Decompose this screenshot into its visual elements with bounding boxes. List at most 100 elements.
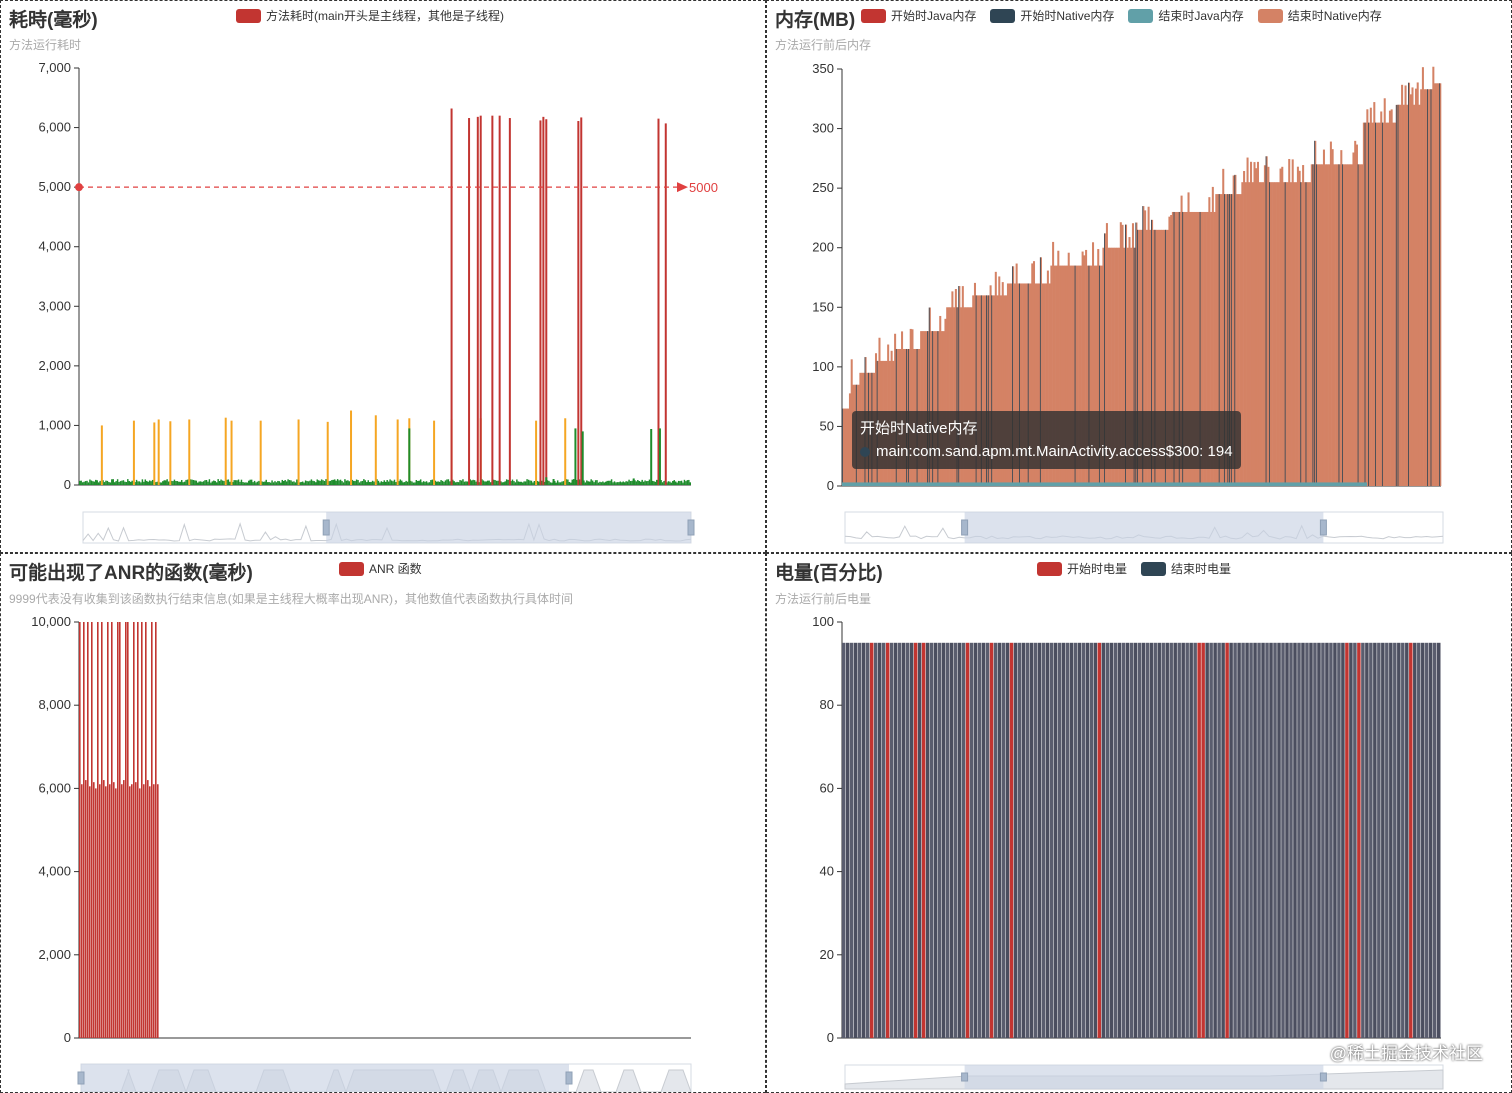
bar	[266, 482, 269, 485]
datazoom-slider[interactable]	[77, 1063, 692, 1092]
bar	[1006, 283, 1009, 486]
bar	[245, 482, 247, 485]
tooltip-item: main:com.sand.apm.mt.MainActivity.access…	[876, 443, 1233, 460]
bar	[1185, 211, 1188, 486]
drag-handle-icon[interactable]	[565, 1071, 573, 1085]
bar	[210, 482, 212, 485]
bar	[1135, 222, 1138, 487]
drag-handle-icon[interactable]	[687, 519, 695, 536]
anr-bar-chart[interactable]: 0 2,000 4,000 6,000 8,000 10,000	[1, 554, 765, 1092]
datazoom-selection	[326, 512, 691, 543]
bar	[1111, 247, 1114, 486]
bar	[1104, 233, 1107, 486]
bar	[154, 482, 157, 485]
bar	[281, 479, 283, 485]
legend-swatch	[990, 8, 1016, 23]
bar	[511, 479, 514, 485]
bar	[123, 780, 125, 1038]
bar	[1433, 642, 1437, 1038]
legend-item-duration[interactable]: 方法耗时(main开头是主线程，其他是子线程)	[236, 7, 504, 24]
bar	[148, 480, 151, 485]
bar	[338, 480, 340, 485]
bar	[1182, 211, 1185, 486]
datazoom-slider[interactable]	[844, 1064, 1444, 1090]
legend-item-end-battery[interactable]: 结束时电量	[1141, 560, 1231, 577]
bar	[411, 481, 413, 485]
bar	[119, 622, 121, 1038]
drag-handle-icon[interactable]	[77, 1071, 85, 1085]
bar	[993, 642, 998, 1038]
bar	[556, 480, 559, 485]
bar	[1357, 164, 1360, 487]
bar	[968, 307, 971, 486]
bar	[99, 784, 101, 1038]
bar	[644, 480, 646, 485]
bar	[456, 481, 458, 485]
legend-item-start-native[interactable]: 开始时Native内存	[990, 7, 1114, 24]
legend-item-anr[interactable]: ANR 函数	[339, 560, 422, 577]
chart-title: 电量(百分比)	[775, 563, 883, 584]
bar	[419, 479, 422, 485]
datazoom-slider[interactable]	[844, 511, 1444, 544]
bar	[1345, 642, 1349, 1038]
time-bar-chart[interactable]: 0 1,000 2,000 3,000 4,000 5,000 6,000 7,000 5000	[1, 1, 765, 552]
bar	[921, 331, 924, 486]
bar	[450, 108, 453, 485]
bar	[574, 428, 577, 485]
bar	[998, 276, 1001, 486]
legend-item-end-native[interactable]: 结束时Native内存	[1257, 7, 1382, 24]
bar	[1285, 642, 1289, 1038]
bar	[1144, 210, 1147, 486]
bar	[1125, 224, 1128, 486]
bar	[561, 481, 563, 485]
bar	[1072, 265, 1075, 486]
bar	[389, 479, 391, 485]
bar	[255, 482, 257, 485]
memory-chart-panel: 内存(MB) 方法运行前后内存 开始时Java内存 开始时Native内存 结束…	[766, 0, 1512, 553]
bar	[629, 481, 632, 485]
bar	[1321, 164, 1324, 487]
bar	[1050, 265, 1053, 486]
bar	[1343, 164, 1346, 487]
legend-item-start-battery[interactable]: 开始时电量	[1037, 560, 1127, 577]
drag-handle-icon[interactable]	[961, 519, 969, 536]
bar	[205, 479, 208, 485]
drag-handle-icon[interactable]	[961, 1072, 969, 1082]
bar	[336, 479, 339, 485]
legend-item-end-java[interactable]: 结束时Java内存	[1128, 7, 1244, 24]
bar	[274, 481, 276, 485]
bar	[1107, 247, 1110, 486]
bar	[240, 479, 243, 485]
drag-handle-icon[interactable]	[1319, 1072, 1327, 1082]
bar	[79, 622, 81, 1038]
bar	[845, 408, 848, 486]
bar	[1133, 642, 1138, 1038]
bar	[1019, 283, 1022, 486]
memory-bar-chart[interactable]: 0 50 100 150 200 250 300 350	[767, 1, 1511, 552]
bar	[223, 480, 225, 485]
bar	[86, 480, 88, 485]
bar	[881, 642, 886, 1038]
bar	[1078, 265, 1081, 486]
bar	[1057, 642, 1062, 1038]
bar	[1114, 247, 1117, 486]
datazoom-slider[interactable]	[82, 511, 695, 544]
bar	[1065, 265, 1069, 486]
bar	[347, 480, 349, 485]
bar	[575, 479, 578, 485]
bar	[1165, 642, 1169, 1038]
bar	[688, 479, 690, 485]
drag-handle-icon[interactable]	[322, 519, 330, 536]
bar	[101, 622, 103, 1038]
bar	[565, 479, 568, 485]
y-tick-label: 100	[812, 614, 834, 629]
bar	[479, 115, 482, 486]
bar	[457, 482, 460, 485]
bar	[159, 482, 161, 485]
drag-handle-icon[interactable]	[1319, 519, 1327, 536]
bar	[554, 481, 556, 485]
battery-bar-chart[interactable]: 0 20 40 60 80 100	[767, 554, 1511, 1092]
markline-label: 5000	[689, 180, 718, 195]
legend-item-start-java[interactable]: 开始时Java内存	[861, 7, 976, 24]
bar	[422, 481, 425, 485]
